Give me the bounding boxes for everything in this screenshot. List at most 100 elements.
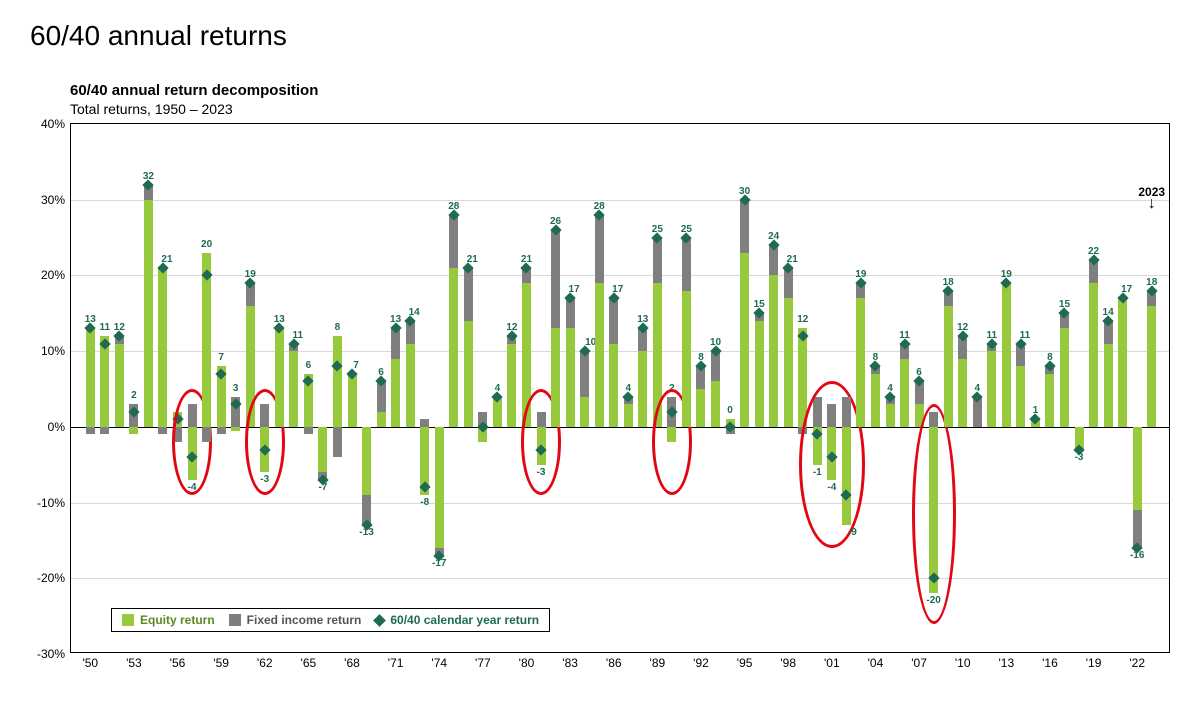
bar-value-label: -16	[1130, 550, 1144, 561]
x-axis-tick-label: '92	[693, 652, 709, 670]
bar-value-label: 21	[787, 254, 798, 265]
bar-equity	[86, 328, 95, 426]
x-axis-tick-label: '80	[519, 652, 535, 670]
x-axis-tick-label: '53	[126, 652, 142, 670]
bar-equity	[507, 344, 516, 427]
bar-fixed-income	[537, 412, 546, 427]
bar-fixed-income	[449, 215, 458, 268]
bar-value-label: 19	[245, 269, 256, 280]
bar-value-label: 17	[1121, 284, 1132, 295]
bar-value-label: 25	[652, 224, 663, 235]
bar-value-label: -3	[1075, 452, 1084, 463]
bar-value-label: 4	[974, 383, 980, 394]
bar-equity	[231, 427, 240, 431]
bar-equity	[377, 412, 386, 427]
page-title: 60/40 annual returns	[30, 20, 1171, 52]
bar-fixed-income	[609, 298, 618, 343]
bar-equity	[929, 427, 938, 594]
bar-equity	[1133, 427, 1142, 510]
bar-equity	[653, 283, 662, 427]
bar-fixed-income	[464, 268, 473, 321]
bar-equity	[987, 351, 996, 427]
arrow-down-icon: ↓	[1138, 199, 1165, 209]
bar-value-label: 8	[335, 322, 341, 333]
x-axis-tick-label: '50	[82, 652, 98, 670]
bar-equity	[711, 381, 720, 426]
bar-fixed-income	[86, 427, 95, 435]
bar-fixed-income	[420, 419, 429, 427]
bar-value-label: 1	[1033, 405, 1039, 416]
bar-value-label: 26	[550, 216, 561, 227]
legend-diamond-icon	[374, 614, 387, 627]
bar-value-label: 12	[114, 322, 125, 333]
bar-value-label: 25	[681, 224, 692, 235]
chart-title: 60/40 annual return decomposition	[70, 82, 1171, 99]
bar-value-label: 18	[1146, 277, 1157, 288]
legend-square-icon	[229, 614, 241, 626]
bar-equity	[406, 344, 415, 427]
bar-value-label: 8	[873, 352, 879, 363]
x-axis-tick-label: '56	[170, 652, 186, 670]
bar-value-label: 11	[1020, 330, 1031, 341]
bar-value-label: 21	[467, 254, 478, 265]
x-axis-tick-label: '01	[824, 652, 840, 670]
bar-equity	[289, 351, 298, 427]
x-axis-tick-label: '16	[1042, 652, 1058, 670]
x-axis-tick-label: '95	[737, 652, 753, 670]
bar-equity	[580, 397, 589, 427]
x-axis-tick-label: '71	[388, 652, 404, 670]
bar-equity	[1089, 283, 1098, 427]
bar-value-label: 8	[698, 352, 704, 363]
x-axis-tick-label: '89	[650, 652, 666, 670]
bar-value-label: 32	[143, 171, 154, 182]
bar-value-label: 7	[218, 352, 224, 363]
bar-equity	[1118, 298, 1127, 427]
bar-equity	[522, 283, 531, 427]
bar-value-label: -1	[813, 467, 822, 478]
bar-fixed-income	[188, 404, 197, 427]
bar-fixed-income	[202, 427, 211, 442]
bar-value-label: 4	[495, 383, 501, 394]
bar-equity	[318, 427, 327, 472]
bar-equity	[1060, 328, 1069, 426]
bar-fixed-income	[827, 404, 836, 427]
x-axis-tick-label: '59	[213, 652, 229, 670]
bar-equity	[449, 268, 458, 427]
x-axis-tick-label: '19	[1086, 652, 1102, 670]
x-axis-tick-label: '07	[911, 652, 927, 670]
bar-equity	[682, 291, 691, 427]
chart-subtitle: Total returns, 1950 – 2023	[70, 101, 1171, 117]
bar-equity	[595, 283, 604, 427]
x-axis-tick-label: '86	[606, 652, 622, 670]
y-axis-tick-label: 40%	[41, 117, 71, 131]
bar-value-label: 10	[710, 337, 721, 348]
bar-equity	[769, 275, 778, 426]
chart-plot-area: -30%-20%-10%0%10%20%30%40%'50'53'56'59'6…	[70, 123, 1170, 653]
bar-value-label: 6	[378, 367, 384, 378]
bar-value-label: 19	[1001, 269, 1012, 280]
bar-equity	[362, 427, 371, 495]
bar-fixed-income	[217, 427, 226, 435]
bar-equity	[551, 328, 560, 426]
bar-equity	[667, 427, 676, 442]
legend-item: Equity return	[122, 613, 215, 627]
bar-value-label: 28	[448, 201, 459, 212]
bar-value-label: 14	[1103, 307, 1114, 318]
bar-value-label: 12	[506, 322, 517, 333]
bar-fixed-income	[158, 427, 167, 435]
bar-equity	[740, 253, 749, 427]
bar-value-label: 15	[754, 299, 765, 310]
bar-equity	[944, 306, 953, 427]
bar-value-label: -4	[188, 482, 197, 493]
bar-equity	[842, 427, 851, 525]
bar-equity	[129, 427, 138, 435]
bar-value-label: 20	[201, 239, 212, 250]
legend-item: Fixed income return	[229, 613, 362, 627]
bar-fixed-income	[173, 427, 182, 442]
x-axis-tick-label: '04	[868, 652, 884, 670]
bar-value-label: 13	[390, 314, 401, 325]
bar-equity	[1016, 366, 1025, 427]
gridline	[71, 200, 1169, 201]
bar-equity	[115, 344, 124, 427]
x-axis-tick-label: '77	[475, 652, 491, 670]
